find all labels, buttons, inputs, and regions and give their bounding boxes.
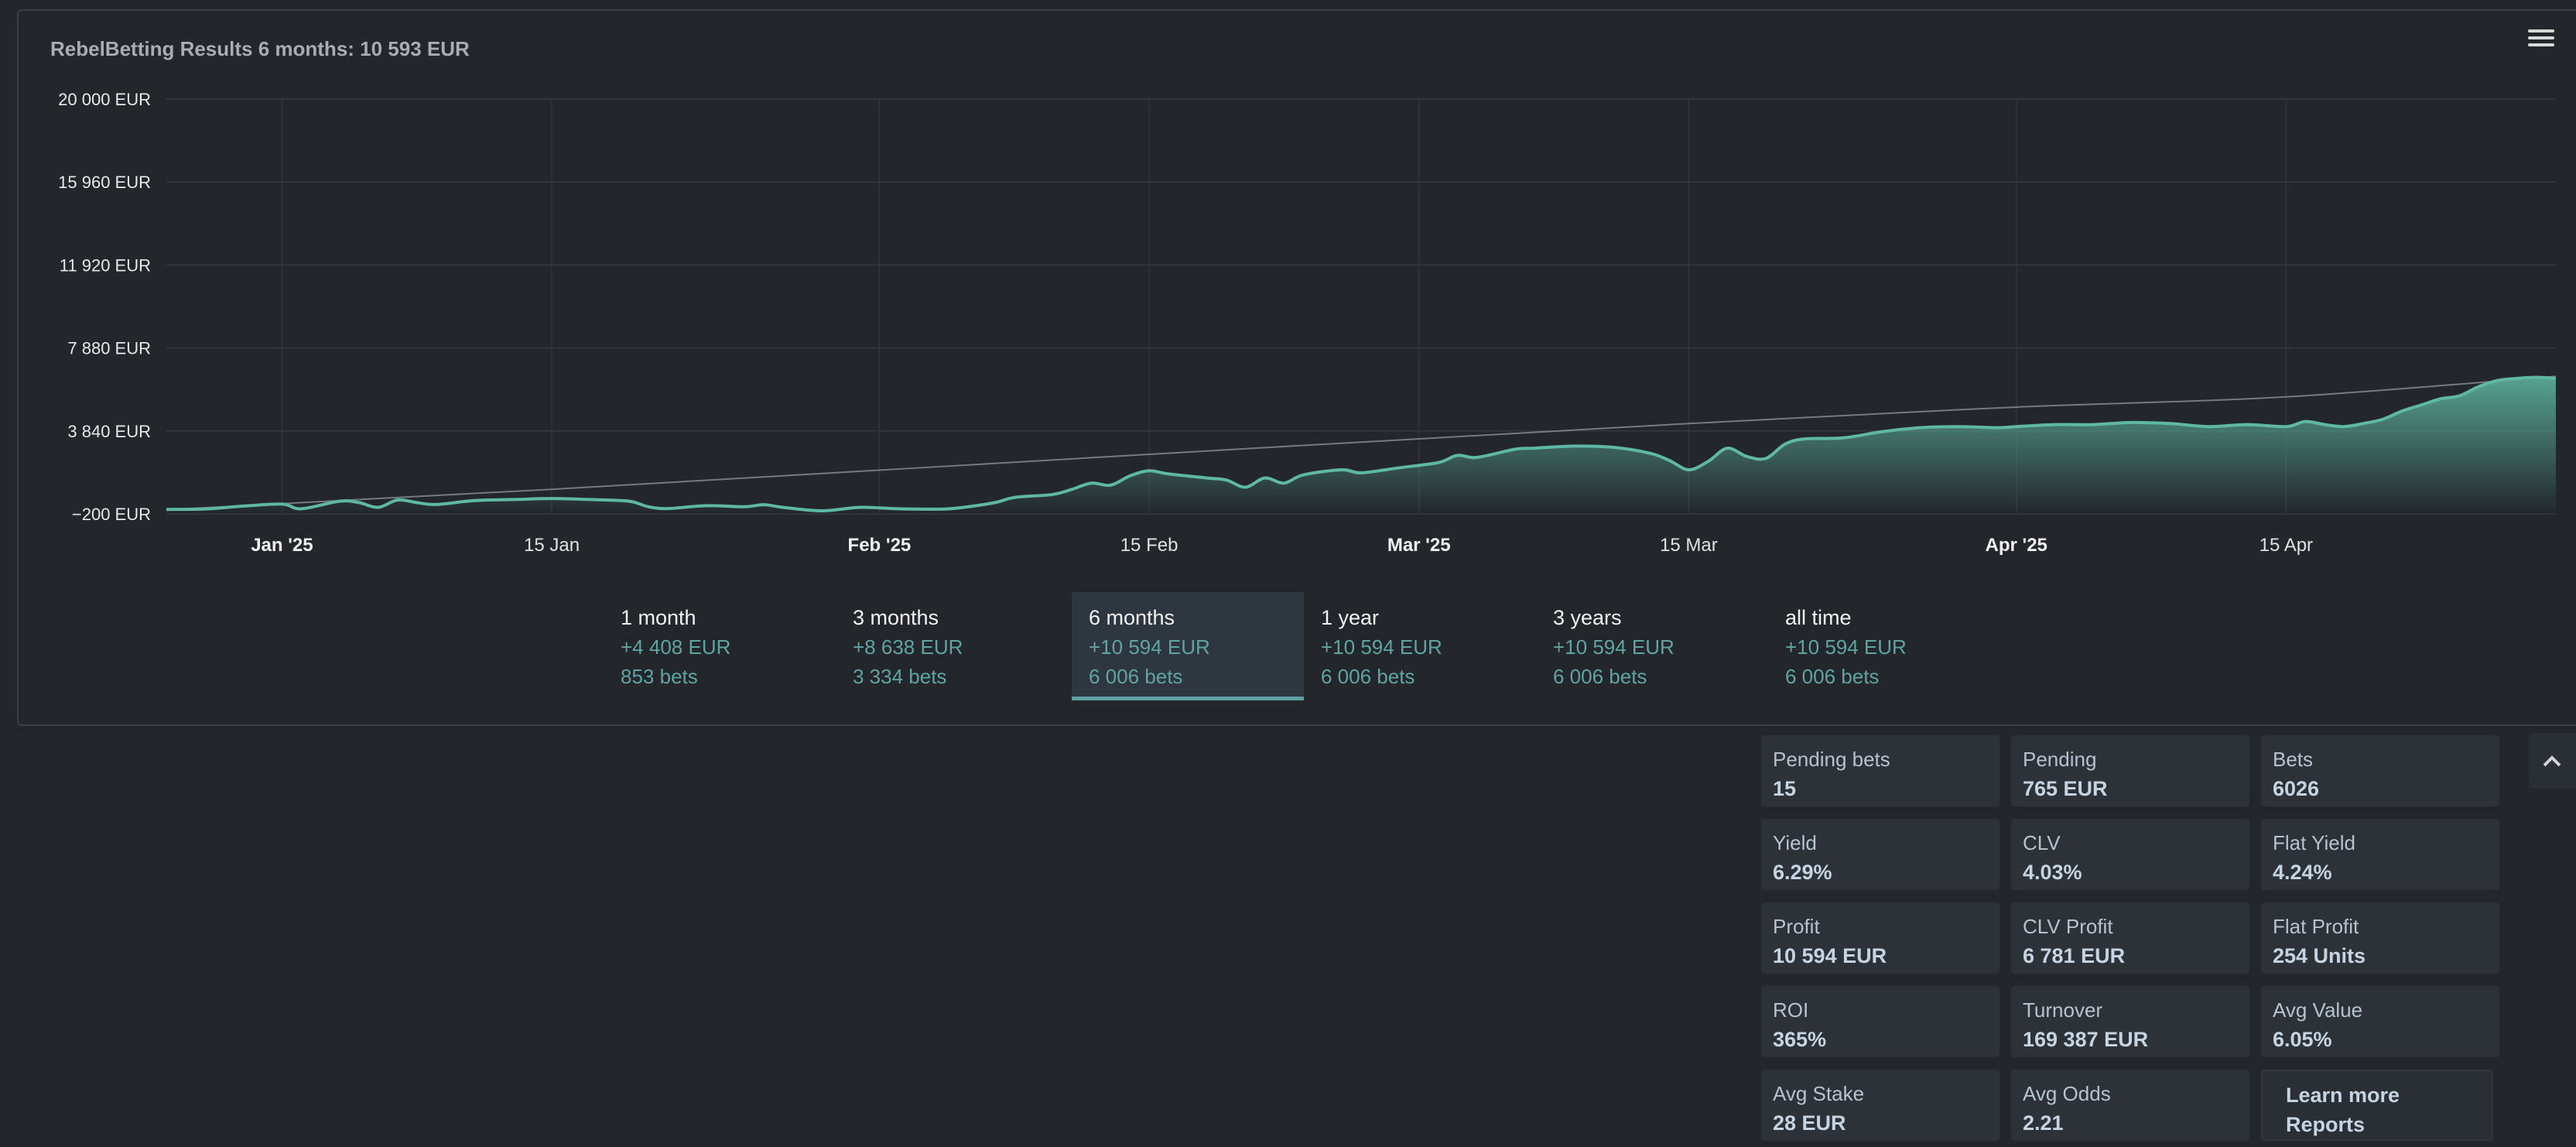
period-bets: 853 bets: [621, 665, 698, 688]
y-tick-label: 15 960 EUR: [58, 173, 151, 192]
chevron-up-icon: [2543, 755, 2561, 767]
period-label: 3 months: [853, 606, 939, 629]
stat-label: Profit: [1773, 915, 1820, 938]
period-3-years[interactable]: 3 years +10 594 EUR 6 006 bets: [1536, 592, 1768, 700]
stat-bets: Bets 6026: [2261, 735, 2499, 806]
period-bets: 6 006 bets: [1089, 665, 1183, 688]
learn-more-line2: Reports: [2286, 1113, 2366, 1136]
stat-value: 169 387 EUR: [2023, 1028, 2149, 1051]
trend-line: [166, 375, 2557, 511]
stat-label: CLV Profit: [2023, 915, 2113, 938]
period-label: all time: [1785, 606, 1852, 629]
stat-turnover: Turnover 169 387 EUR: [2011, 986, 2249, 1057]
x-tick-label: Mar '25: [1387, 535, 1451, 556]
period-bets: 6 006 bets: [1553, 665, 1647, 688]
stat-value: 254 Units: [2273, 944, 2366, 967]
stat-value: 4.03%: [2023, 861, 2082, 884]
stat-value: 2.21: [2023, 1111, 2064, 1135]
stat-value: 15: [1773, 777, 1797, 800]
stat-label: Flat Yield: [2273, 831, 2355, 854]
stat-value: 6.05%: [2273, 1028, 2332, 1051]
x-tick-label: Jan '25: [251, 535, 313, 556]
x-tick-label: Apr '25: [1986, 535, 2047, 556]
stat-pending: Pending 765 EUR: [2011, 735, 2249, 806]
stat-label: Flat Profit: [2273, 915, 2359, 938]
stat-value: 4.24%: [2273, 861, 2332, 884]
period-label: 6 months: [1089, 606, 1175, 629]
stat-value: 6.29%: [1773, 861, 1832, 884]
stat-value: 6 781 EUR: [2023, 944, 2126, 967]
x-tick-label: 15 Apr: [2260, 535, 2313, 556]
period-amount: +10 594 EUR: [1785, 635, 1907, 659]
x-tick-label: Feb '25: [848, 535, 912, 556]
period-amount: +10 594 EUR: [1553, 635, 1675, 659]
period-label: 1 year: [1321, 606, 1380, 629]
period-bets: 6 006 bets: [1785, 665, 1880, 688]
period-amount: +10 594 EUR: [1321, 635, 1442, 659]
x-tick-label: 15 Feb: [1120, 535, 1179, 556]
stat-value: 28 EUR: [1773, 1111, 1846, 1135]
stat-yield: Yield 6.29%: [1761, 819, 2000, 890]
stat-label: Avg Value: [2273, 998, 2363, 1022]
stat-avg-odds: Avg Odds 2.21: [2011, 1070, 2249, 1141]
stat-pending-bets: Pending bets 15: [1761, 735, 2000, 806]
stat-profit: Profit 10 594 EUR: [1761, 902, 2000, 974]
learn-more-line1: Learn more: [2286, 1084, 2400, 1107]
learn-more-reports-link[interactable]: Learn more Reports: [2261, 1070, 2493, 1141]
period-amount: +10 594 EUR: [1089, 635, 1210, 659]
stat-flat-yield: Flat Yield 4.24%: [2261, 819, 2499, 890]
y-tick-label: 3 840 EUR: [67, 422, 151, 441]
period-amount: +8 638 EUR: [853, 635, 963, 659]
period-1-month[interactable]: 1 month +4 408 EUR 853 bets: [604, 592, 836, 700]
chart-title: RebelBetting Results 6 months: 10 593 EU…: [50, 37, 470, 60]
period-amount: +4 408 EUR: [621, 635, 731, 659]
stat-label: ROI: [1773, 998, 1809, 1022]
stat-value: 6026: [2273, 777, 2320, 800]
profit-area: [166, 377, 2556, 514]
period-bets: 6 006 bets: [1321, 665, 1415, 688]
period-label: 3 years: [1553, 606, 1622, 629]
stat-label: Turnover: [2023, 998, 2103, 1022]
period-bets: 3 334 bets: [853, 665, 947, 688]
period-label: 1 month: [621, 606, 696, 629]
stat-avg-value: Avg Value 6.05%: [2261, 986, 2499, 1057]
y-tick-label: −200 EUR: [72, 505, 151, 524]
stat-label: Avg Odds: [2023, 1082, 2111, 1105]
stat-avg-stake: Avg Stake 28 EUR: [1761, 1070, 2000, 1141]
stat-clv-profit: CLV Profit 6 781 EUR: [2011, 902, 2249, 974]
stat-label: Avg Stake: [1773, 1082, 1865, 1105]
stat-value: 365%: [1773, 1028, 1827, 1051]
stat-label: Pending bets: [1773, 748, 1890, 771]
y-tick-label: 11 920 EUR: [60, 255, 151, 275]
stat-clv: CLV 4.03%: [2011, 819, 2249, 890]
y-tick-label: 7 880 EUR: [67, 339, 151, 358]
stat-label: Bets: [2273, 748, 2314, 771]
period-all-time[interactable]: all time +10 594 EUR 6 006 bets: [1768, 592, 2000, 700]
stat-label: Pending: [2023, 748, 2097, 771]
profit-line: [166, 375, 2557, 513]
results-chart: −200 EUR 3 840 EUR 7 880 EUR 11 920 EUR 15 9…: [58, 90, 2557, 556]
stat-label: CLV: [2023, 831, 2061, 854]
hamburger-menu-icon[interactable]: [2528, 29, 2554, 53]
period-3-months[interactable]: 3 months +8 638 EUR 3 334 bets: [836, 592, 1068, 700]
stat-value: 765 EUR: [2023, 777, 2108, 800]
stat-value: 10 594 EUR: [1773, 944, 1887, 967]
stat-flat-profit: Flat Profit 254 Units: [2261, 902, 2499, 974]
stat-roi: ROI 365%: [1761, 986, 2000, 1057]
collapse-button[interactable]: [2529, 733, 2576, 789]
stat-label: Yield: [1773, 831, 1817, 854]
period-6-months[interactable]: 6 months +10 594 EUR 6 006 bets: [1072, 592, 1304, 700]
x-tick-label: 15 Jan: [524, 535, 580, 556]
period-1-year[interactable]: 1 year +10 594 EUR 6 006 bets: [1304, 592, 1536, 700]
x-tick-label: 15 Mar: [1660, 535, 1718, 556]
y-tick-label: 20 000 EUR: [58, 90, 151, 109]
